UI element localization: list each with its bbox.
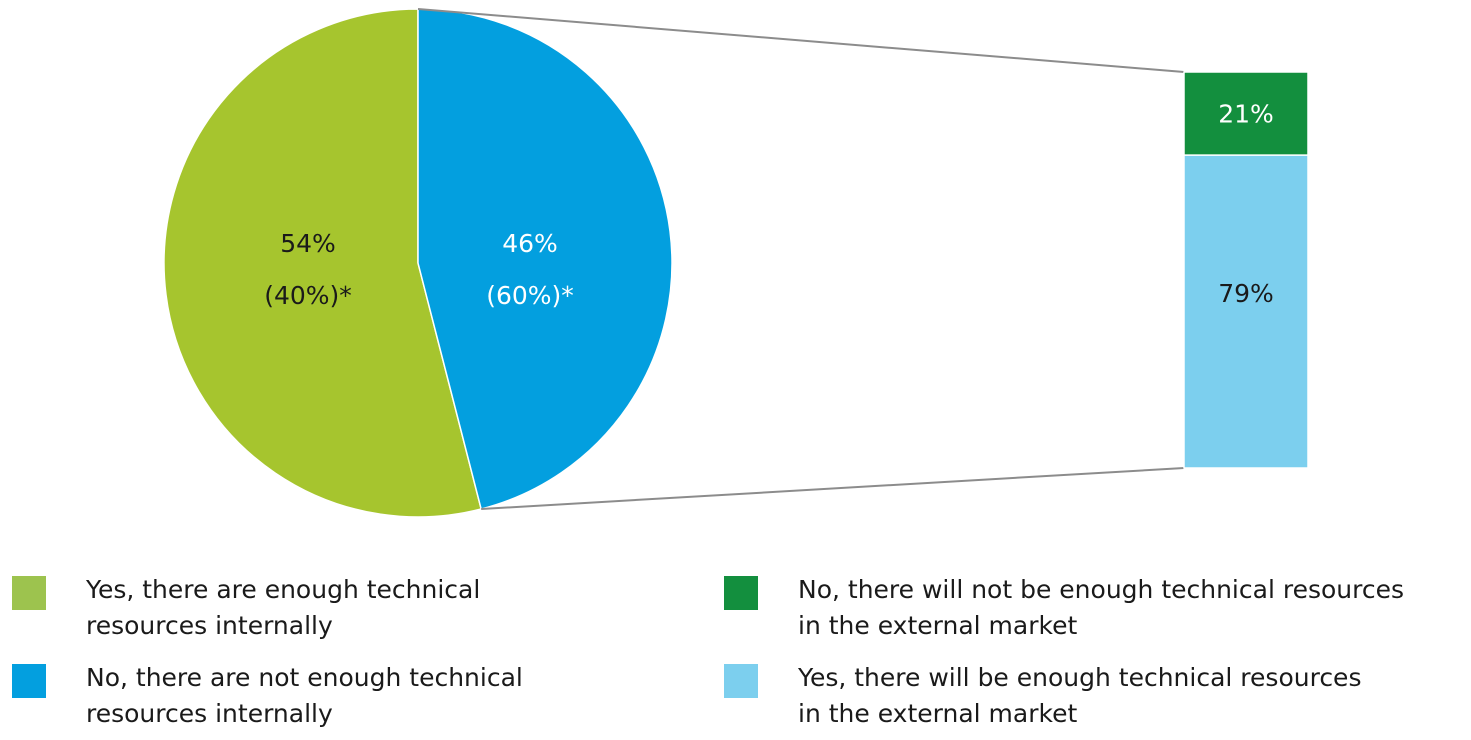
legend-item-yes-internal: Yes, there are enough technical resource… bbox=[12, 572, 480, 644]
chart: 54% (40%)* 46% (60%)* 21% 79% bbox=[163, 8, 1309, 518]
legend-label-line: in the external market bbox=[798, 699, 1078, 728]
legend-swatch bbox=[12, 664, 46, 698]
legend-label: No, there are not enough technical resou… bbox=[86, 660, 523, 732]
legend-label-line: resources internally bbox=[86, 699, 333, 728]
breakdown-bar: 21% 79% bbox=[1183, 71, 1309, 469]
pie-slice-no-internal bbox=[417, 8, 673, 510]
legend-label-line: No, there will not be enough technical r… bbox=[798, 575, 1404, 604]
connector-line-bottom bbox=[481, 467, 1185, 511]
legend-label-line: No, there are not enough technical bbox=[86, 663, 523, 692]
legend-item-no-external: No, there will not be enough technical r… bbox=[724, 572, 1404, 644]
pie-slice-yes-internal bbox=[163, 8, 483, 518]
legend-label-line: resources internally bbox=[86, 611, 333, 640]
legend-label: No, there will not be enough technical r… bbox=[798, 572, 1404, 644]
legend-item-no-internal: No, there are not enough technical resou… bbox=[12, 660, 523, 732]
legend-label-line: Yes, there will be enough technical reso… bbox=[798, 663, 1362, 692]
bar-segment-no-external bbox=[1183, 71, 1309, 156]
bar-segment-yes-external-label: 79% bbox=[1218, 279, 1274, 308]
pie-chart: 54% (40%)* 46% (60%)* bbox=[163, 8, 673, 518]
legend-swatch bbox=[724, 664, 758, 698]
legend-swatch bbox=[724, 576, 758, 610]
pie-value-label-yes-internal: 54% bbox=[280, 229, 336, 258]
connector-lines bbox=[417, 8, 1185, 511]
legend-label: Yes, there are enough technical resource… bbox=[86, 572, 480, 644]
legend-label-line: Yes, there are enough technical bbox=[86, 575, 481, 604]
connector-line-top bbox=[417, 8, 1185, 73]
pie-value-label-no-internal: 46% bbox=[502, 229, 558, 258]
legend-swatch bbox=[12, 576, 46, 610]
bar-segment-no-external-label: 21% bbox=[1218, 100, 1274, 129]
legend-label-line: in the external market bbox=[798, 611, 1078, 640]
legend-item-yes-external: Yes, there will be enough technical reso… bbox=[724, 660, 1361, 732]
pie-prior-label-yes-internal: (40%)* bbox=[264, 281, 352, 310]
pie-prior-label-no-internal: (60%)* bbox=[486, 281, 574, 310]
legend-label: Yes, there will be enough technical reso… bbox=[798, 660, 1361, 732]
bar-segment-yes-external bbox=[1183, 154, 1309, 469]
